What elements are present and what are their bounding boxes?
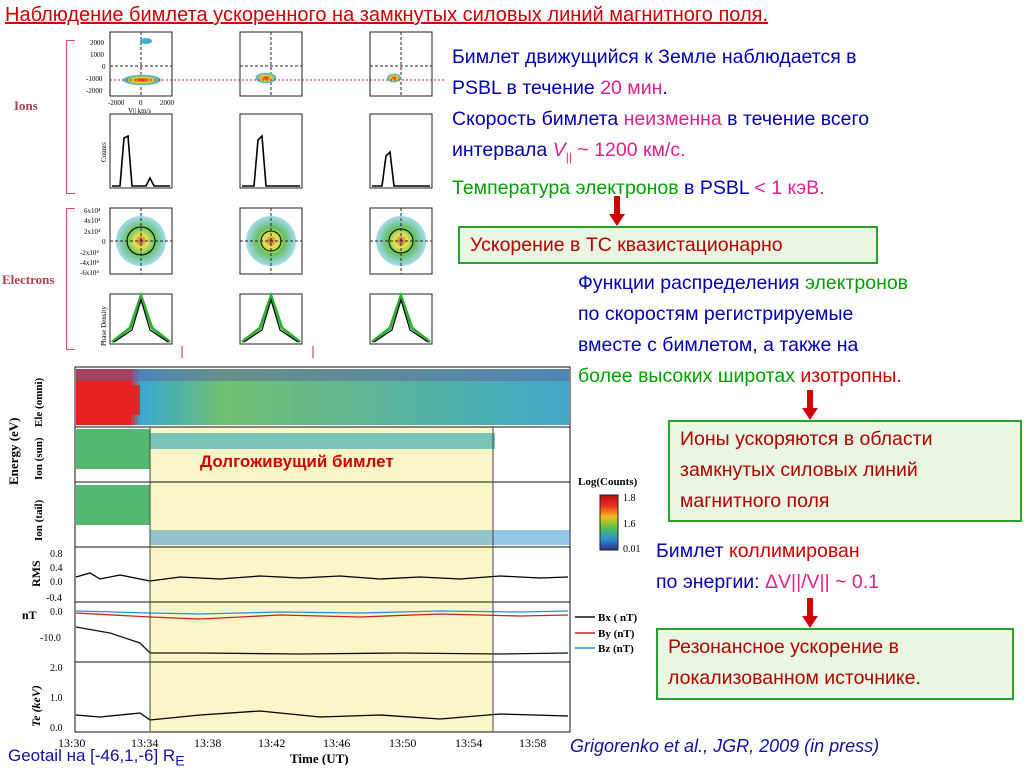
svg-text:13:54: 13:54 [455,736,482,750]
slide-title: Наблюдение бимлета ускоренного на замкну… [5,4,769,26]
conclusion-box-1: Ускорение в ТС квазистационарно [458,226,878,264]
e-tick: 0 [102,238,106,246]
svg-text:13:34: 13:34 [131,736,158,750]
down-arrow-2 [802,390,818,420]
down-arrow-1 [609,196,625,226]
rms-tick: 0.8 [50,549,63,560]
e-tick: -2x10⁴ [80,249,99,257]
text-block-2: Функции распределения электронов по скор… [578,272,909,387]
e-tick: -4x10⁴ [80,259,99,267]
b-legend-x: Bx ( nT) [598,612,637,624]
te-tick: 1.0 [50,693,63,704]
svg-text:13:46: 13:46 [323,736,350,750]
vpar-tick: -2000 [108,99,125,107]
geotail-position: Geotail на [-46,1,-6] RE [8,746,185,769]
te-panel [74,661,571,733]
legend-tick: 1.6 [623,519,636,530]
panel-label-ion-sun: Ion (sun) [33,437,45,480]
time-ticks: 13:30 13:34 13:38 13:42 13:46 13:50 13:5… [58,736,546,750]
ion-counts-panel [369,113,433,189]
rms-tick: 0.0 [50,577,63,588]
down-arrow-3 [802,598,818,628]
energy-axis-label: Energy (eV) [6,417,21,485]
svg-text:13:30: 13:30 [58,736,85,750]
ion-counts-panel [109,113,173,189]
legend-tick: 1.8 [623,493,636,504]
nt-tick: -10.0 [40,633,61,644]
vperp-tick: -2000 [86,87,103,95]
text-block-1: Бимлет движущийся к Земле наблюдается в … [452,46,870,199]
ions-bracket [66,40,75,194]
column-3 [369,31,433,345]
conclusion-box-2: Ионы ускоряются в области замкнутых сило… [668,420,1022,522]
ions-label: Ions [14,98,38,113]
svg-text:13:50: 13:50 [389,736,416,750]
vpar-tick: 2000 [160,99,175,107]
column-1 [109,31,173,345]
e-tick: 4x10⁴ [84,217,101,225]
conclusion-box-3: Резонансное ускорение в локализованном и… [656,628,1014,700]
e-tick: 2x10⁴ [84,228,101,236]
rms-tick: 0.4 [50,563,63,574]
panel-label-rms: RMS [29,560,43,587]
panel-label-ele: Ele (omni) [33,377,45,427]
panel-label-ion-tail: Ion (tail) [33,499,45,541]
vperp-tick: 2000 [90,39,105,47]
vpar-tick: 0 [139,99,143,107]
timeline-figure: Energy (eV) Ele (omni) Ion (sun) Ion (ta… [6,366,641,765]
distribution-panels: 2000 1000 0 -1000 -2000 -2000 0 2000 V||… [80,31,445,358]
vperp-tick: 1000 [90,51,105,59]
citation: Grigorenko et al., JGR, 2009 (in press) [570,736,880,756]
color-legend-bar [599,494,619,551]
svg-text:13:38: 13:38 [194,736,221,750]
b-legend-z: Bz (nT) [598,643,634,655]
e-tick: -6x10⁴ [80,269,99,277]
electrons-bracket [66,208,75,350]
legend-tick: 0.01 [623,544,641,555]
panel-label-nt: nT [22,608,37,622]
electrons-label: Electrons [2,272,55,287]
vperp-tick: 0 [102,63,106,71]
nt-tick: 0.0 [50,607,63,618]
longlived-beamlet-label: Долгоживущий бимлет [200,452,394,471]
svg-text:13:58: 13:58 [519,736,546,750]
column-2 [239,31,303,345]
panel-label-te: Te (keV) [29,685,43,727]
b-legend-y: By (nT) [598,628,635,640]
beamlet-interval [150,427,493,732]
vperp-tick: -1000 [86,75,103,83]
legend-title: Log(Counts) [578,476,638,488]
rms-tick: -0.4 [46,593,62,604]
vpar-axis-label: V|| km/s [128,107,151,115]
te-tick: 0.0 [50,723,63,734]
svg-text:13:42: 13:42 [258,736,285,750]
phase-axis-label: Phase Density [100,306,108,346]
te-tick: 2.0 [50,663,63,674]
e-tick: 6x10⁴ [84,207,101,215]
text-block-3: Бимлет коллимирован по энергии: ΔV||/V||… [656,540,880,593]
counts-axis-label: Counts [100,142,108,162]
time-axis-label: Time (UT) [290,751,349,765]
ion-counts-panel [239,113,303,189]
